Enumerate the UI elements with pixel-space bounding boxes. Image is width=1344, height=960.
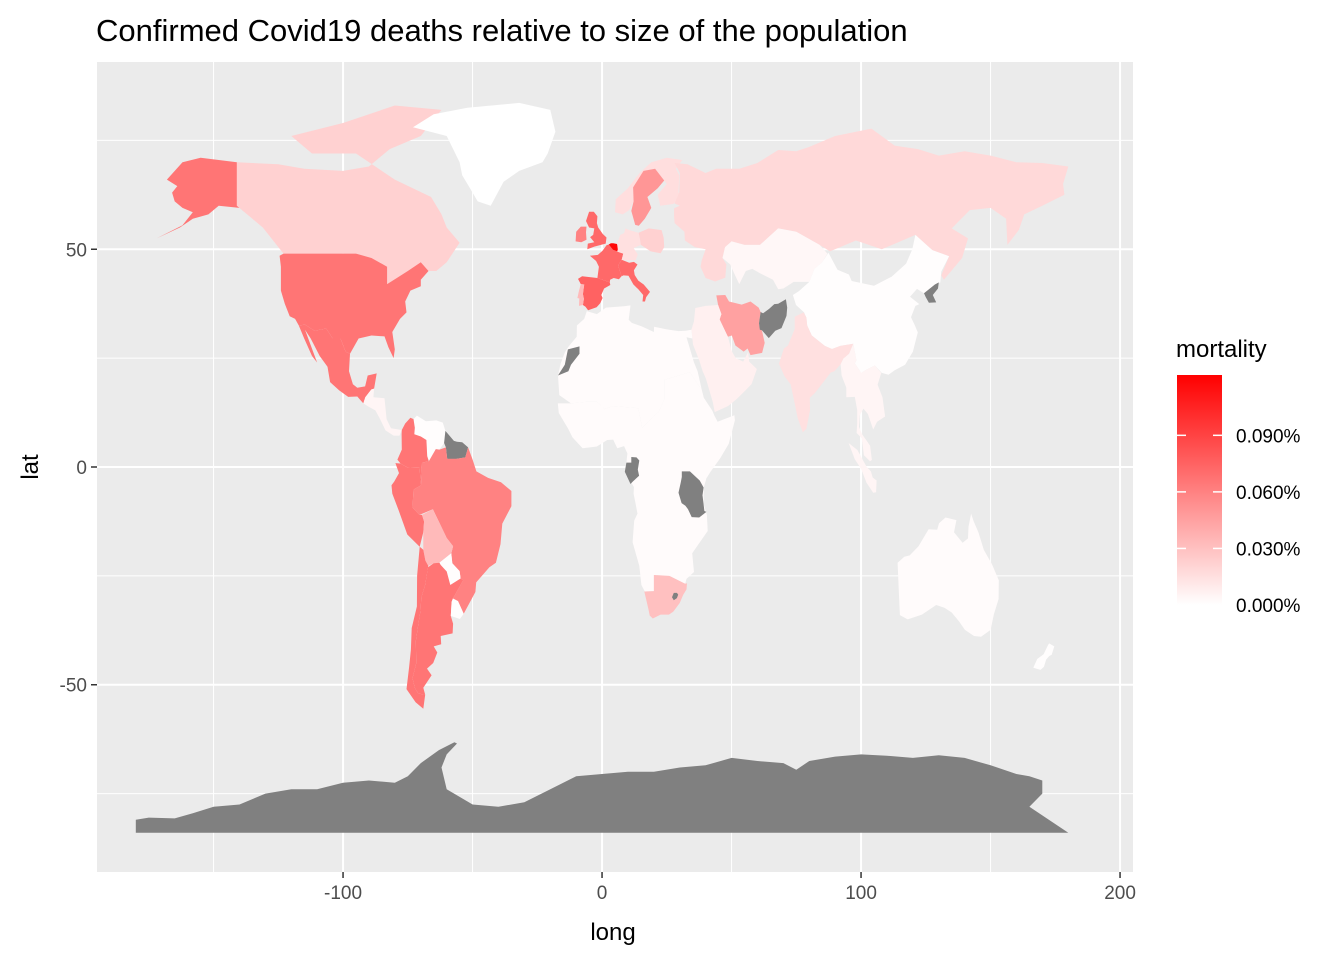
- region-germany: [617, 228, 641, 261]
- region-greenland: [413, 102, 556, 206]
- region-chile: [406, 546, 429, 709]
- legend-label: 0.000%: [1236, 596, 1301, 617]
- chart-title: Confirmed Covid19 deaths relative to siz…: [96, 13, 908, 48]
- region-southeast-asia: [840, 343, 886, 462]
- region-argentina: [412, 562, 464, 695]
- region-south-africa: [644, 575, 687, 619]
- region-uruguay: [450, 598, 464, 619]
- region-bolivia: [422, 509, 454, 566]
- region-italy: [618, 259, 650, 302]
- region-north-korea: [924, 282, 939, 303]
- y-tick-label: -50: [60, 676, 87, 697]
- legend: mortality 0.000% 0.030% 0.060% 0.090%: [1176, 336, 1301, 617]
- x-tick-label: -100: [324, 883, 362, 904]
- region-antarctica: [135, 742, 1069, 833]
- region-sub-saharan-africa: [557, 372, 735, 592]
- region-belgium: [608, 243, 619, 252]
- region-iran: [716, 295, 765, 356]
- region-western-sahara: [558, 346, 580, 376]
- region-spain: [578, 276, 611, 311]
- legend-label: 0.090%: [1236, 426, 1301, 447]
- region-sweden: [631, 168, 665, 226]
- region-north-africa: [558, 305, 702, 428]
- region-ireland: [575, 226, 587, 243]
- region-paraguay: [439, 553, 461, 585]
- region-united-kingdom: [586, 211, 607, 250]
- region-indonesia: [848, 443, 877, 493]
- map-regions: [135, 102, 1069, 833]
- legend-title: mortality: [1176, 336, 1267, 363]
- legend-colorbar: [1177, 375, 1222, 605]
- region-scandinavia: [615, 157, 684, 215]
- region-france: [589, 244, 624, 283]
- region-tanzania: [678, 471, 707, 518]
- region-venezuela: [413, 415, 446, 463]
- y-axis: -50 0 50: [60, 240, 97, 697]
- region-guyana: [444, 430, 469, 461]
- region-central-america: [363, 388, 402, 436]
- x-tick-label: 100: [845, 883, 877, 904]
- x-axis: -100 0 100 200: [324, 872, 1136, 904]
- region-china: [792, 234, 950, 375]
- region-poland: [638, 228, 665, 254]
- region-gabon: [624, 457, 640, 484]
- region-lesotho: [672, 592, 679, 601]
- region-alaska: [156, 157, 253, 239]
- region-brazil: [412, 447, 512, 614]
- legend-label: 0.060%: [1236, 483, 1301, 504]
- x-tick-label: 200: [1104, 883, 1136, 904]
- region-middle-east: [691, 305, 757, 413]
- region-colombia: [397, 417, 429, 486]
- x-tick-label: 0: [597, 883, 608, 904]
- region-australia: [897, 513, 999, 637]
- region-portugal: [577, 284, 585, 306]
- region-mexico: [298, 324, 377, 404]
- region-peru: [391, 463, 425, 547]
- y-tick-label: 50: [66, 240, 87, 261]
- legend-ticks: 0.000% 0.030% 0.060% 0.090%: [1177, 426, 1301, 617]
- region-india: [778, 312, 854, 433]
- region-afghanistan: [759, 299, 788, 339]
- region-kazakhstan: [722, 228, 828, 290]
- region-united-states: [279, 253, 429, 359]
- x-axis-title: long: [590, 919, 635, 946]
- plot-panel: [97, 62, 1133, 872]
- legend-label: 0.030%: [1236, 539, 1301, 560]
- y-axis-title: lat: [17, 454, 44, 480]
- y-tick-label: 0: [76, 458, 87, 479]
- region-russia: [674, 128, 1069, 282]
- region-canada: [236, 105, 460, 285]
- region-new-zealand: [1033, 643, 1055, 670]
